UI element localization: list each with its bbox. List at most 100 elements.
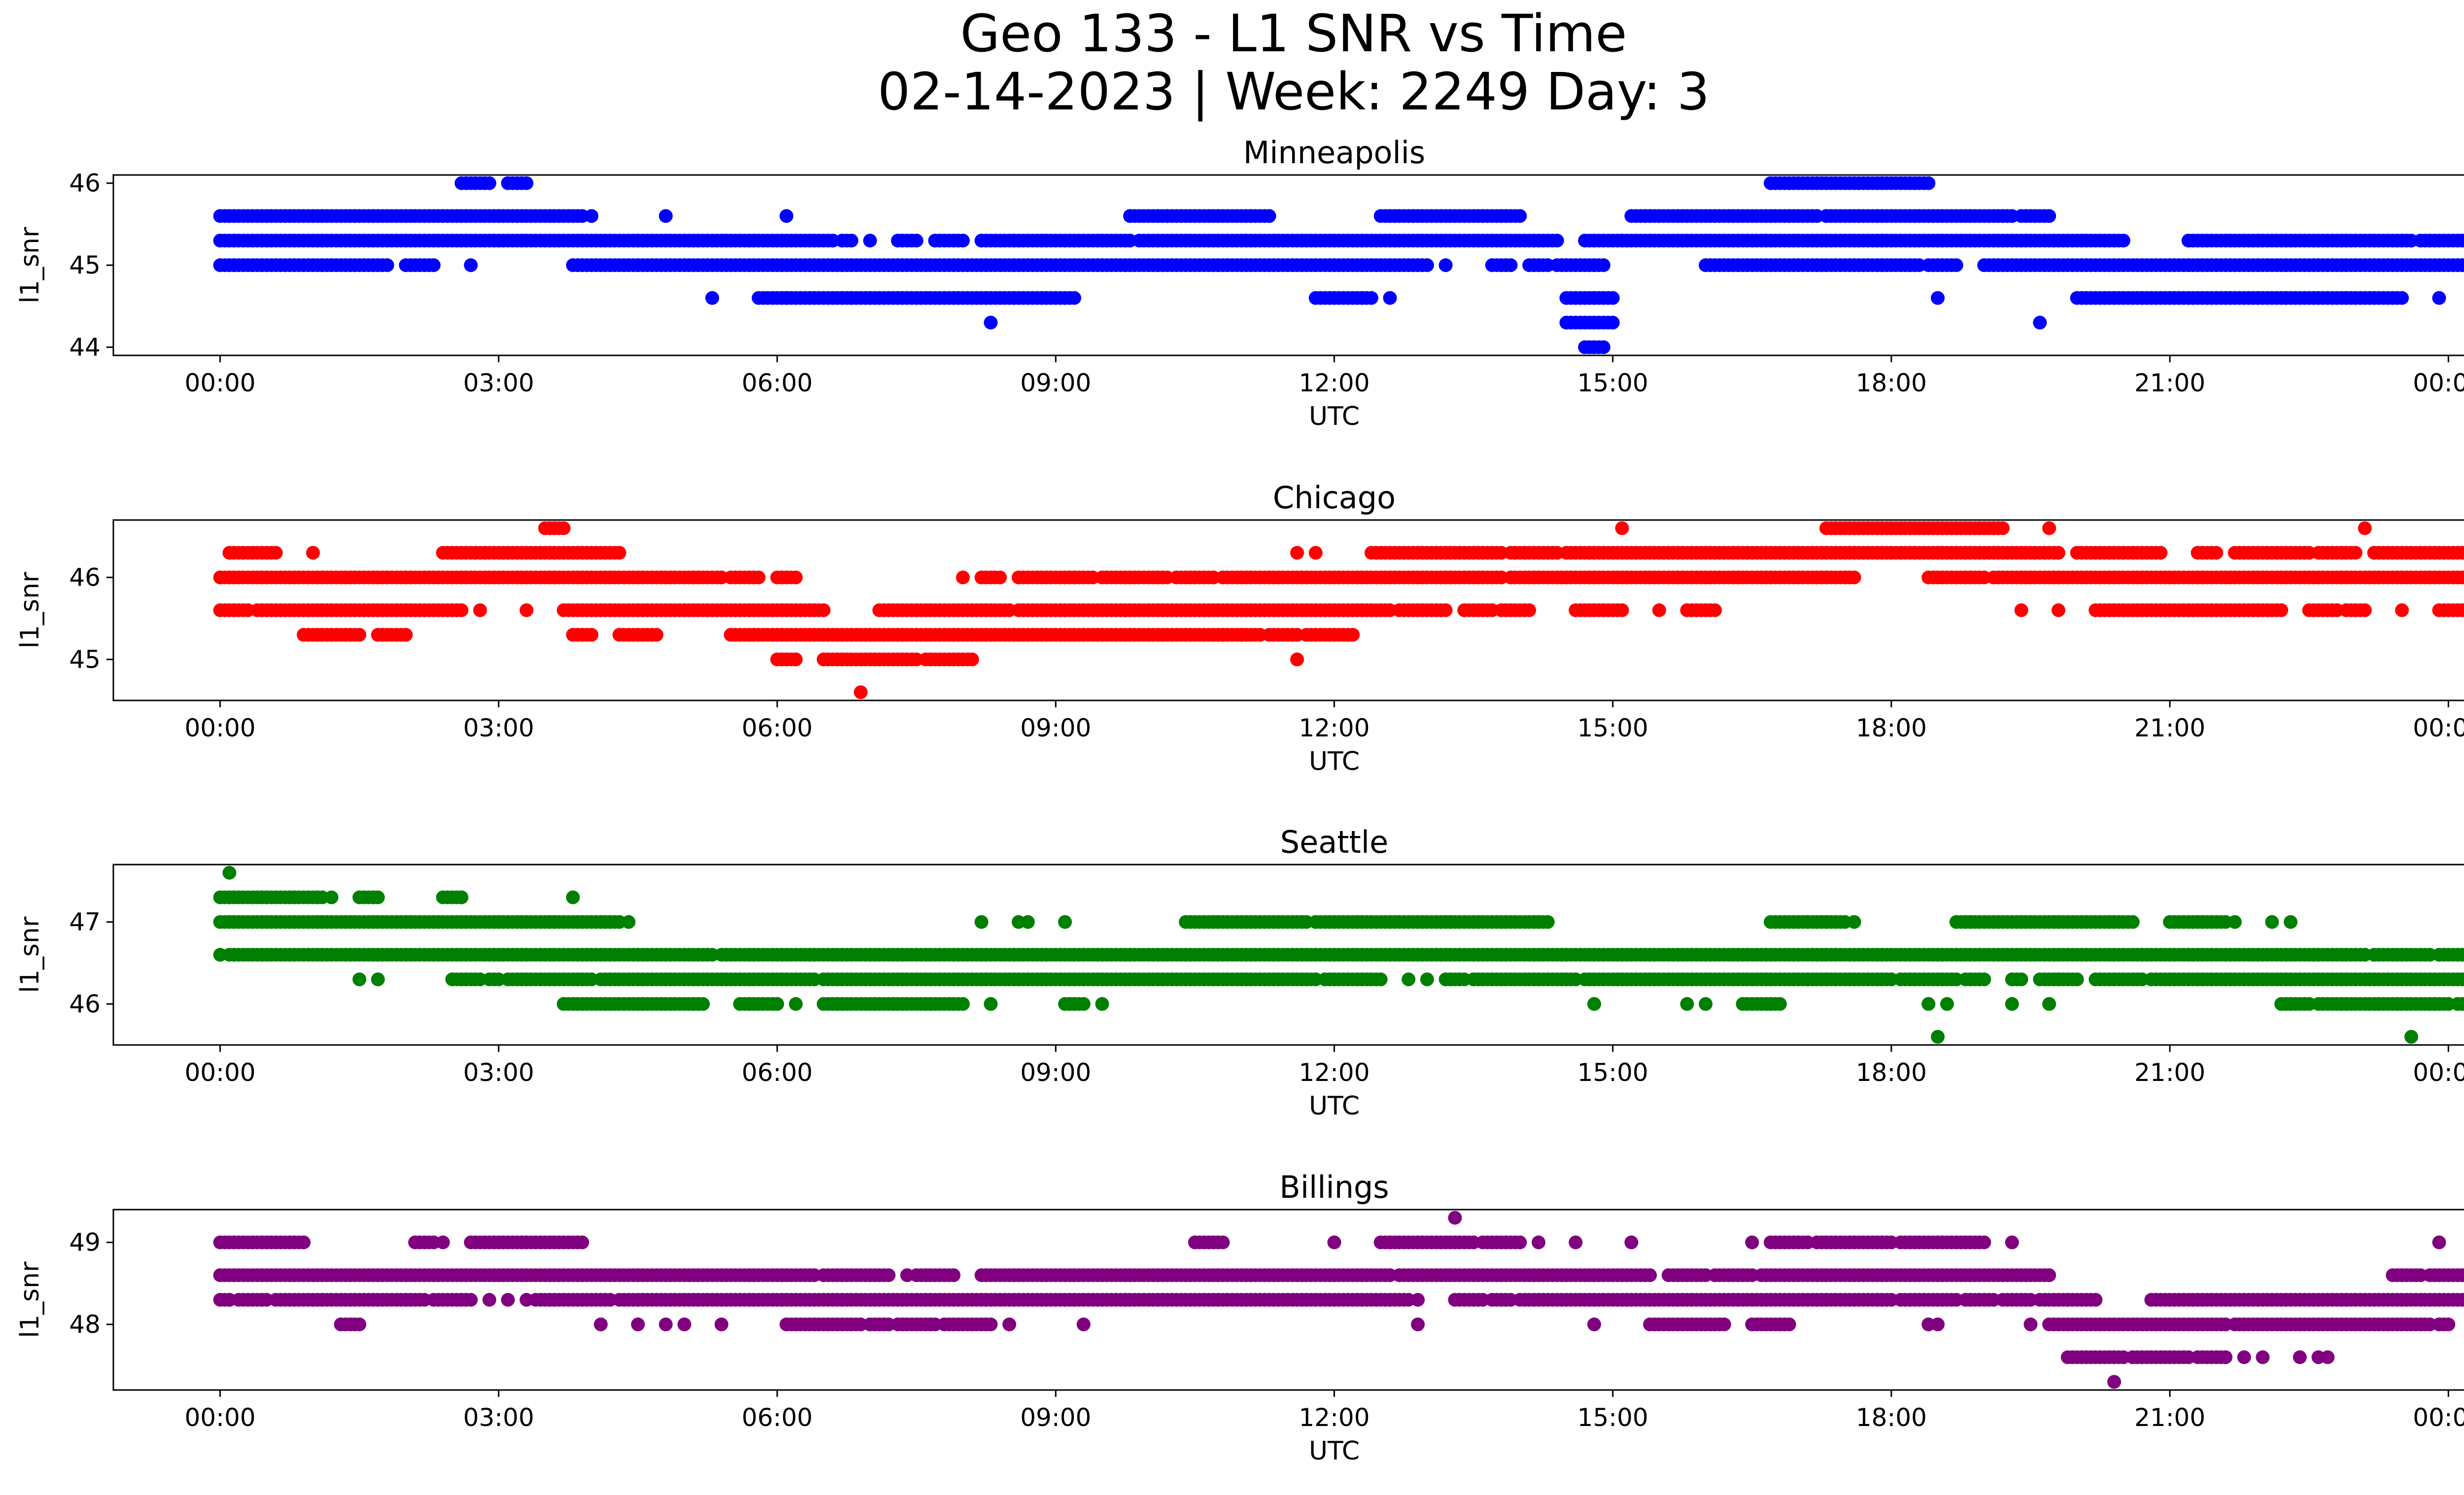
data-point [1308, 546, 1323, 560]
y-axis-label: l1_snr [15, 572, 45, 649]
data-point [882, 1268, 896, 1283]
x-tick-label: 09:00 [1020, 714, 1091, 742]
data-point [1680, 997, 1694, 1011]
data-point [863, 234, 877, 248]
subplot-title: Seattle [1280, 824, 1388, 860]
data-point [2014, 603, 2028, 617]
data-point [454, 603, 469, 617]
data-point [770, 997, 785, 1011]
data-point [352, 972, 367, 986]
data-point [1327, 1235, 1341, 1250]
data-point [213, 948, 227, 962]
data-point [1420, 972, 1434, 986]
data-point [612, 546, 626, 560]
data-point [1420, 258, 1434, 272]
y-tick-label: 46 [69, 990, 101, 1018]
data-point [1290, 546, 1304, 560]
data-point [482, 176, 496, 190]
data-point [473, 603, 487, 617]
x-axis-label: UTC [1309, 747, 1360, 776]
x-tick-label: 00:00 [2413, 714, 2464, 742]
x-tick-label: 06:00 [742, 1058, 813, 1087]
data-points [213, 1211, 2464, 1389]
data-point [1067, 291, 1081, 305]
data-point [1977, 972, 1991, 986]
data-point [1615, 521, 1629, 535]
data-point [2358, 521, 2372, 535]
data-point [779, 291, 793, 305]
data-point [1569, 1235, 1583, 1250]
data-point [1819, 972, 1833, 986]
data-point [2404, 1030, 2418, 1044]
x-tick-label: 00:00 [185, 369, 256, 397]
data-point [2395, 291, 2409, 305]
x-axis-label: UTC [1309, 402, 1360, 431]
data-point [974, 915, 989, 929]
x-tick-label: 12:00 [1299, 1058, 1369, 1087]
data-point [1977, 1235, 1991, 1250]
data-point [1522, 603, 1537, 617]
data-point [1801, 915, 1815, 929]
data-point [1383, 291, 1397, 305]
x-tick-label: 03:00 [463, 369, 534, 397]
data-point [2042, 997, 2056, 1011]
data-point [566, 890, 580, 904]
data-point [1290, 652, 1304, 666]
data-point [1652, 603, 1666, 617]
x-tick-label: 12:00 [1299, 714, 1369, 742]
data-point [2460, 234, 2464, 247]
data-point [1513, 209, 1527, 223]
data-point [1624, 1235, 1639, 1250]
data-point [650, 627, 664, 642]
data-point [1216, 627, 1230, 642]
data-point [2154, 546, 2168, 560]
data-point [371, 890, 385, 904]
data-point [269, 546, 283, 560]
data-point [696, 997, 710, 1011]
data-point [1606, 291, 1620, 305]
x-tick-label: 03:00 [463, 714, 534, 742]
data-point [464, 258, 478, 272]
data-point [1262, 209, 1276, 223]
data-point [2432, 291, 2446, 305]
x-axis-label: UTC [1309, 1091, 1360, 1121]
data-point [2052, 603, 2065, 617]
data-point [2209, 546, 2224, 560]
x-tick-label: 00:00 [185, 1058, 256, 1087]
data-points [213, 866, 2464, 1044]
data-point [2052, 972, 2065, 986]
data-point [844, 234, 858, 248]
data-point [2460, 604, 2464, 617]
data-point [1940, 997, 1954, 1011]
y-axis-label: l1_snr [15, 916, 45, 993]
data-point [2460, 998, 2464, 1010]
data-point [2228, 915, 2242, 929]
data-point [2125, 915, 2140, 929]
data-point [956, 570, 970, 585]
data-point [956, 997, 970, 1011]
data-point [1448, 1211, 1462, 1225]
data-point [1587, 997, 1601, 1011]
subplot-title: Billings [1279, 1169, 1389, 1205]
data-point [1058, 915, 1072, 929]
data-point [1847, 915, 1861, 929]
data-point [1504, 258, 1518, 272]
data-point [2358, 603, 2372, 617]
data-point [1745, 1235, 1759, 1250]
x-tick-label: 09:00 [1020, 369, 1091, 397]
x-tick-label: 18:00 [1856, 369, 1927, 397]
data-point [705, 291, 719, 305]
y-tick-label: 45 [69, 645, 101, 674]
data-point [2284, 915, 2298, 929]
data-point [1540, 915, 1555, 929]
y-tick-label: 46 [69, 563, 101, 591]
x-tick-label: 15:00 [1577, 369, 1648, 397]
x-tick-label: 21:00 [2134, 1058, 2205, 1087]
data-point [900, 1268, 914, 1283]
y-tick-label: 47 [69, 907, 101, 936]
data-point [659, 209, 673, 223]
data-points [213, 521, 2464, 699]
data-point [1513, 1235, 1527, 1250]
